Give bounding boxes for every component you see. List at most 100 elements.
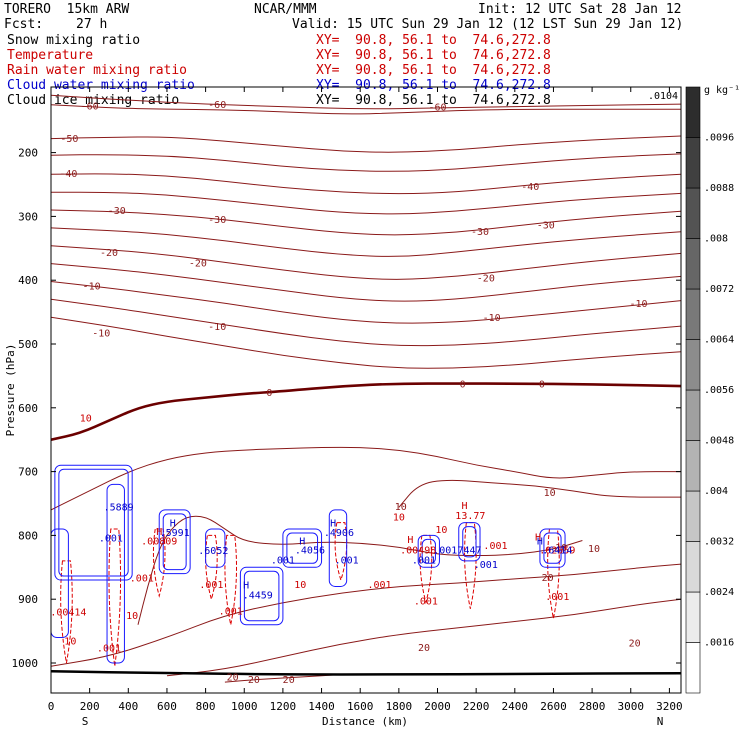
- rain-contour-5: [419, 534, 433, 605]
- x-tick-label-11: 2200: [463, 700, 490, 713]
- rain-label-10: .001: [414, 596, 438, 607]
- temperature-label-6-1: -30: [208, 215, 226, 226]
- rain-label-1: .00809: [141, 537, 177, 548]
- cloud-label-10: H: [330, 519, 336, 530]
- temperature-contour-19: [224, 674, 341, 683]
- rain-label-12: 13.77: [455, 511, 485, 522]
- endpoint-south: S: [82, 715, 89, 728]
- temperature-contour-11: [51, 298, 681, 347]
- x-tick-label-5: 1000: [231, 700, 258, 713]
- cloud-contour-inner-8: [421, 538, 436, 564]
- colorbar-tick-label-1: .0024: [704, 587, 734, 598]
- cloud-label-6: .4459: [243, 591, 273, 602]
- field-xy-temperature: XY= 90.8, 56.1 to 74.6,272.8: [316, 48, 551, 63]
- cloud-label-17: H: [537, 537, 543, 548]
- temperature-contour-5: [51, 191, 681, 215]
- x-tick-label-14: 2800: [579, 700, 606, 713]
- model-title: TORERO 15km ARW: [4, 2, 130, 17]
- cloud-label-14: .7447: [451, 545, 481, 556]
- cloud-label-9: .4056: [295, 545, 325, 556]
- temperature-label-2-0: -50: [60, 134, 78, 145]
- cloud-contour-2: [106, 483, 125, 664]
- x-tick-label-7: 1400: [308, 700, 335, 713]
- colorbar-cell-0: [685, 642, 701, 694]
- temperature-label-4-1: -40: [521, 182, 539, 193]
- y-tick-label-3: 500: [18, 338, 38, 351]
- rain-contour-1: [152, 528, 166, 598]
- colorbar-cell-4: [685, 440, 701, 492]
- field-name-cloud-ice: Cloud ice mixing ratio: [7, 93, 180, 108]
- init-time: Init: 12 UTC Sat 28 Jan 12: [478, 2, 682, 17]
- colorbar-cell-1: [685, 591, 701, 643]
- colorbar-cell-11: [685, 86, 701, 138]
- rain-label-4: .001: [219, 607, 243, 618]
- colorbar-tick-label-3: .004: [704, 486, 728, 497]
- cloud-contour-10: [539, 528, 566, 568]
- temperature-label-12-0: -10: [92, 329, 110, 340]
- cloud-label-5: H: [243, 581, 249, 592]
- rain-label-14: H: [535, 533, 541, 544]
- contour-label-extra-5: 10: [80, 413, 92, 424]
- temperature-contour-4: [51, 173, 681, 195]
- contour-label-extra-4: 10: [294, 580, 306, 591]
- temperature-label-18-0: 20: [629, 639, 641, 650]
- rain-contour-6: [464, 522, 477, 609]
- x-tick-label-1: 200: [80, 700, 100, 713]
- x-tick-label-16: 3200: [656, 700, 683, 713]
- cloud-label-13: .001: [412, 556, 436, 567]
- cloud-contour-inner-6: [286, 532, 319, 564]
- y-tick-label-7: 900: [18, 593, 38, 606]
- rain-label-16: .001: [545, 592, 569, 603]
- endpoint-north: N: [657, 715, 664, 728]
- temperature-contours: [51, 94, 681, 683]
- temperature-label-10-1: -10: [483, 313, 501, 324]
- forecast-hour: 27 h: [76, 17, 108, 32]
- rain-label-11: H: [462, 501, 468, 512]
- field-name-cloud-water: Cloud water mixing ratio: [7, 78, 195, 93]
- colorbar-tick-label-10: .0096: [704, 133, 734, 144]
- y-tick-label-6: 800: [18, 529, 38, 542]
- cloud-contour-inner-10: [543, 532, 562, 564]
- colorbar-cell-6: [685, 339, 701, 391]
- rain-contour-8: [60, 560, 73, 664]
- temperature-contour-15: [398, 479, 681, 508]
- temperature-label-6-3: -30: [537, 221, 555, 232]
- plot-frame: [50, 86, 682, 694]
- forecast-label: Fcst:: [4, 17, 44, 32]
- rain-contour-0: [108, 528, 122, 667]
- field-name-temperature: Temperature: [7, 48, 94, 63]
- temperature-label-13-1: 0: [460, 380, 466, 391]
- temperature-contour-3: [51, 153, 681, 172]
- temperature-label-10-2: -10: [629, 299, 647, 310]
- temperature-label-18-1: 20: [418, 643, 430, 654]
- contour-label-extra-2: 10: [126, 611, 138, 622]
- cloud-label-11: .4906: [324, 528, 354, 539]
- y-tick-label-1: 300: [18, 210, 38, 223]
- colorbar-cell-7: [685, 288, 701, 340]
- temperature-label-13-2: 0: [539, 380, 545, 391]
- cloud-contour-inner-3: [162, 513, 187, 571]
- cloud-contour-7: [328, 509, 348, 587]
- colorbar-tick-label-5: .0056: [704, 385, 734, 396]
- contour-labels: -60 -60 -60 -50 -40 -40 -30 -30 -30 -30 -20 -20 -20 -…: [50, 100, 647, 686]
- rain-label-5: .001: [367, 580, 391, 591]
- ground-line: [51, 670, 681, 676]
- cloud-label-8: H: [299, 537, 305, 548]
- contour-label-extra-0: 10: [64, 637, 76, 648]
- temperature-label-6-2: -30: [471, 227, 489, 238]
- field-xy-rain: XY= 90.8, 56.1 to 74.6,272.8: [316, 63, 551, 78]
- cloud-contour-3: [158, 509, 191, 575]
- colorbar-tick-label-4: .0048: [704, 436, 734, 447]
- field-name-rain: Rain water mixing ratio: [7, 63, 188, 78]
- temperature-label-16-0: 10: [588, 544, 600, 555]
- axes: 0 200 400 600 800 1000 1200 1400 1600 1800 2000 220…: [4, 87, 683, 728]
- cloud-contour-0: [54, 464, 133, 581]
- temperature-label-8-1: -20: [189, 258, 207, 269]
- temperature-contour-2: [51, 135, 681, 153]
- field-xy-snow: XY= 90.8, 56.1 to 74.6,272.8: [316, 33, 551, 48]
- y-tick-label-5: 700: [18, 466, 38, 479]
- cloud-label-16: .001: [474, 560, 498, 571]
- temperature-contour-18: [166, 598, 681, 677]
- cloud-label-12: .001: [335, 556, 359, 567]
